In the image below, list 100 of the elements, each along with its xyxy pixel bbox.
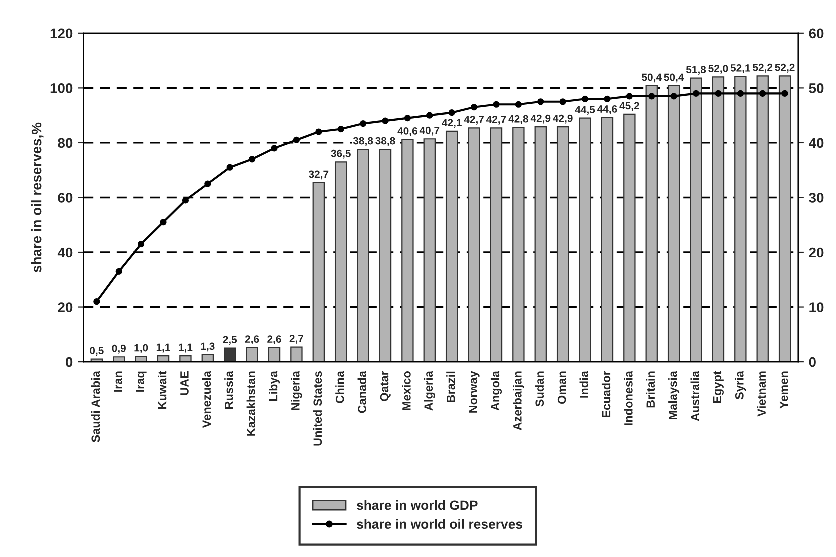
data-label: 50,4 (664, 74, 684, 83)
point (426, 112, 434, 119)
legend-label: share in world oil reserves (357, 519, 522, 530)
bar (202, 354, 214, 362)
x-tick-label: Qatar (380, 371, 391, 402)
x-tick-label: Yemen (780, 372, 788, 409)
x-tick-label: Venezuela (202, 371, 212, 428)
bar (734, 76, 747, 362)
y2-tick-label: 50 (809, 84, 824, 94)
data-label: 0,5 (90, 347, 104, 356)
x-tick-label: Britain (646, 372, 656, 408)
bar (468, 128, 480, 362)
point (271, 145, 278, 152)
bar (778, 76, 792, 362)
y2-tick-label: 30 (809, 193, 824, 203)
x-tick-label: Vietnam (757, 372, 766, 417)
bar (113, 356, 126, 362)
data-label: 42,9 (553, 114, 573, 124)
x-tick-label: Algeria (424, 371, 436, 411)
point (249, 156, 256, 163)
x-tick-label: Australia (690, 371, 700, 422)
data-label: 52,2 (753, 64, 773, 73)
x-tick-label: Libya (269, 371, 280, 402)
data-label: 51,8 (686, 66, 706, 76)
x-tick-label: Canada (358, 371, 366, 414)
point (404, 115, 411, 122)
data-label: 2,6 (268, 336, 282, 344)
bar (157, 355, 170, 362)
data-label: 0,9 (112, 344, 126, 354)
point (538, 98, 544, 106)
bar (490, 128, 503, 362)
x-tick-label: Kazakhstan (246, 372, 256, 436)
bar (446, 130, 458, 362)
data-label: 42,1 (442, 119, 462, 128)
y2-tick-label: 10 (810, 302, 824, 312)
y-tick-label: 100 (50, 84, 73, 94)
point (582, 96, 589, 102)
point (182, 197, 190, 204)
point (448, 110, 456, 116)
x-tick-label: Norway (469, 371, 480, 413)
point (737, 90, 744, 97)
point (204, 180, 212, 188)
x-tick-label: Ecuador (602, 371, 611, 418)
x-tick-label: China (336, 371, 344, 404)
data-label: 42,8 (508, 115, 528, 124)
bar (334, 162, 348, 362)
x-tick-label: UAE (180, 372, 189, 396)
bar (268, 347, 281, 362)
data-label: 2,6 (245, 336, 260, 344)
y-tick-label: 20 (58, 302, 73, 312)
bar (601, 117, 614, 362)
point (138, 240, 145, 248)
bar (224, 348, 236, 362)
point (560, 98, 566, 106)
y2-tick-label: 0 (809, 357, 816, 368)
x-tick-label: Egypt (713, 371, 724, 404)
x-tick-label: Azerbaijan (513, 372, 524, 430)
data-label: 2,5 (223, 336, 238, 346)
x-tick-label: Brazil (446, 372, 456, 402)
data-label: 1,1 (156, 344, 170, 353)
x-tick-label: Iraq (136, 372, 147, 392)
point (116, 268, 122, 275)
data-label: 42,7 (486, 116, 506, 125)
legend-label: share in world GDP (357, 500, 478, 510)
y-axis-title: share in oil reserves,% (32, 122, 44, 273)
data-label: 45,2 (620, 102, 640, 112)
bar (668, 85, 680, 362)
data-label: 52,1 (730, 64, 751, 74)
data-label: 32,7 (309, 170, 329, 180)
point (293, 136, 300, 144)
point (493, 101, 500, 108)
data-label: 38,8 (376, 137, 396, 146)
data-label: 42,9 (530, 114, 551, 124)
bar (312, 182, 326, 362)
bar (646, 85, 658, 362)
bar (756, 76, 769, 362)
y-tick-label: 120 (50, 28, 73, 39)
x-tick-label: Iran (114, 372, 122, 392)
point (338, 126, 344, 133)
x-tick-label: Russia (224, 371, 234, 409)
bar (379, 148, 392, 362)
bar (135, 356, 148, 362)
bar (180, 355, 192, 362)
data-label: 1,0 (134, 344, 148, 354)
point (715, 90, 722, 97)
x-tick-label: Nigeria (291, 371, 302, 410)
point (670, 93, 678, 100)
bar (424, 138, 436, 362)
point (760, 90, 766, 97)
bar (512, 127, 525, 362)
data-label: 1,1 (179, 344, 193, 353)
x-tick-label: Saudi Arabia (91, 371, 100, 442)
x-tick-label: India (580, 371, 588, 398)
bar (402, 139, 414, 362)
point (160, 219, 167, 226)
data-label: 52,2 (775, 64, 795, 73)
x-tick-label: Oman (558, 372, 566, 404)
bar (290, 346, 303, 362)
point (94, 298, 100, 306)
point (360, 120, 367, 128)
